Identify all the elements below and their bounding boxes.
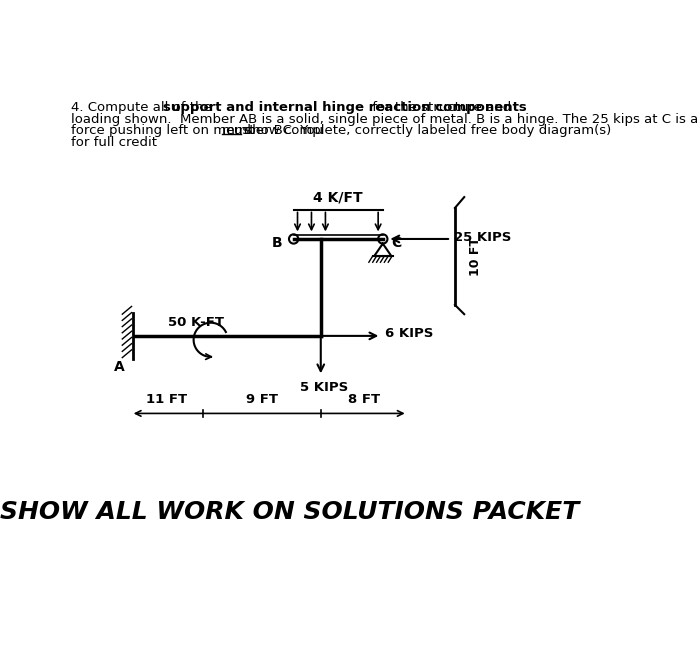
Text: B: B — [272, 236, 282, 250]
Text: 6 KIPS: 6 KIPS — [385, 327, 433, 340]
Text: for full credit: for full credit — [71, 136, 157, 149]
Text: 5 KIPS: 5 KIPS — [300, 381, 348, 394]
Text: force pushing left on member BC. You: force pushing left on member BC. You — [71, 124, 328, 137]
Text: 25 KIPS: 25 KIPS — [454, 231, 512, 244]
Text: A: A — [114, 360, 125, 374]
Text: 8 FT: 8 FT — [348, 393, 380, 407]
Text: SHOW ALL WORK ON SOLUTIONS PACKET: SHOW ALL WORK ON SOLUTIONS PACKET — [0, 500, 580, 524]
Text: show complete, correctly labeled free body diagram(s): show complete, correctly labeled free bo… — [241, 124, 611, 137]
Text: 4 K/FT: 4 K/FT — [314, 191, 363, 205]
Text: C: C — [391, 236, 402, 250]
Text: 9 FT: 9 FT — [246, 393, 278, 407]
Text: 4. Compute all of the: 4. Compute all of the — [71, 101, 216, 114]
Text: 11 FT: 11 FT — [146, 393, 188, 407]
Text: support and internal hinge reaction components: support and internal hinge reaction comp… — [162, 101, 526, 114]
Text: 50 K-FT: 50 K-FT — [168, 316, 224, 329]
Text: must: must — [221, 124, 255, 137]
Text: loading shown.  Member AB is a solid, single piece of metal. B is a hinge. The 2: loading shown. Member AB is a solid, sin… — [71, 113, 699, 125]
Text: 10 FT: 10 FT — [469, 237, 482, 276]
Text: for the structure and: for the structure and — [368, 101, 511, 114]
